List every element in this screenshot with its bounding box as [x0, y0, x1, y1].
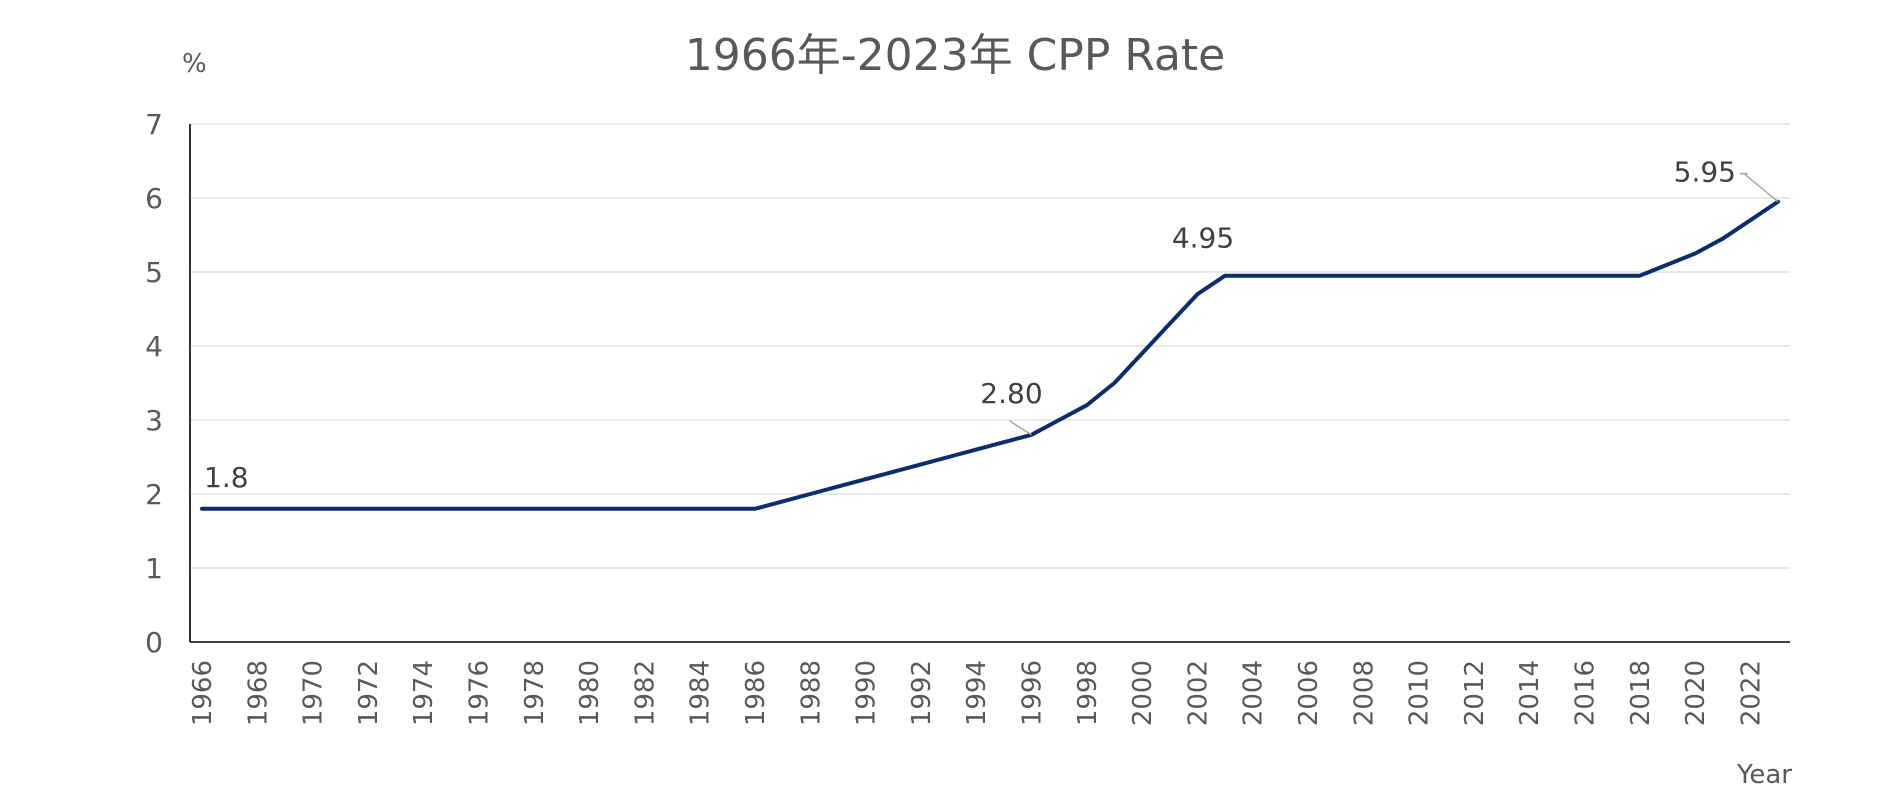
data-label: 2.80	[980, 377, 1042, 410]
x-tick-label: 1980	[575, 660, 605, 726]
y-tick-label: 1	[145, 552, 163, 585]
y-tick-label: 0	[145, 626, 163, 659]
x-tick-label: 1994	[962, 660, 992, 726]
x-tick-label: 1982	[630, 660, 660, 726]
data-label-leader	[1743, 173, 1779, 203]
x-tick-label: 2004	[1239, 660, 1269, 726]
x-tick-label: 1978	[520, 660, 550, 726]
series-line	[200, 199, 1780, 511]
y-tick-label: 4	[145, 330, 163, 363]
axes	[189, 124, 1790, 643]
y-axis-ticks: 0 1 2 3 4 5 6 7	[145, 108, 163, 659]
data-labels: 1.8 2.80 4.95 5.95	[204, 156, 1779, 494]
x-tick-label: 1976	[464, 660, 494, 726]
x-tick-label: 1988	[796, 660, 826, 726]
data-label: 5.95	[1674, 156, 1736, 189]
x-tick-label: 2012	[1460, 660, 1490, 726]
series-layer	[200, 199, 1780, 511]
y-tick-label: 5	[145, 256, 163, 289]
x-tick-label: 1996	[1017, 660, 1047, 726]
x-axis-title: Year	[1736, 760, 1792, 790]
x-tick-label: 2014	[1515, 660, 1545, 726]
x-tick-label: 1966	[188, 660, 218, 726]
x-tick-label: 1970	[299, 660, 329, 726]
x-tick-label: 2016	[1570, 660, 1600, 726]
chart-title: 1966年-2023年 CPP Rate	[685, 30, 1225, 81]
y-tick-label: 2	[145, 478, 163, 511]
x-tick-label: 2022	[1736, 660, 1766, 726]
x-tick-label: 1990	[852, 660, 882, 726]
x-tick-label: 2006	[1294, 660, 1324, 726]
data-label: 4.95	[1172, 222, 1234, 255]
y-tick-label: 6	[145, 182, 163, 215]
x-tick-label: 2002	[1183, 660, 1213, 726]
x-tick-label: 2000	[1128, 660, 1158, 726]
y-tick-label: 3	[145, 404, 163, 437]
x-tick-label: 1998	[1073, 660, 1103, 726]
x-tick-label: 1972	[354, 660, 384, 726]
x-tick-label: 1986	[741, 660, 771, 726]
x-tick-label: 1968	[243, 660, 273, 726]
x-tick-label: 2008	[1349, 660, 1379, 726]
x-tick-label: 1984	[686, 660, 716, 726]
y-axis-unit-label: %	[182, 49, 207, 79]
data-label: 1.8	[204, 461, 249, 494]
x-tick-label: 2018	[1626, 660, 1656, 726]
x-tick-label: 2020	[1681, 660, 1711, 726]
x-tick-label: 1974	[409, 660, 439, 726]
data-label-leader	[1009, 420, 1032, 436]
x-axis-ticks: 1966 1968 1970 1972 1974 1976 1978 1980 1982 1984…	[188, 660, 1766, 726]
y-tick-label: 7	[145, 108, 163, 141]
x-tick-label: 2010	[1405, 660, 1435, 726]
x-tick-label: 1992	[907, 660, 937, 726]
gridlines	[190, 123, 1790, 569]
